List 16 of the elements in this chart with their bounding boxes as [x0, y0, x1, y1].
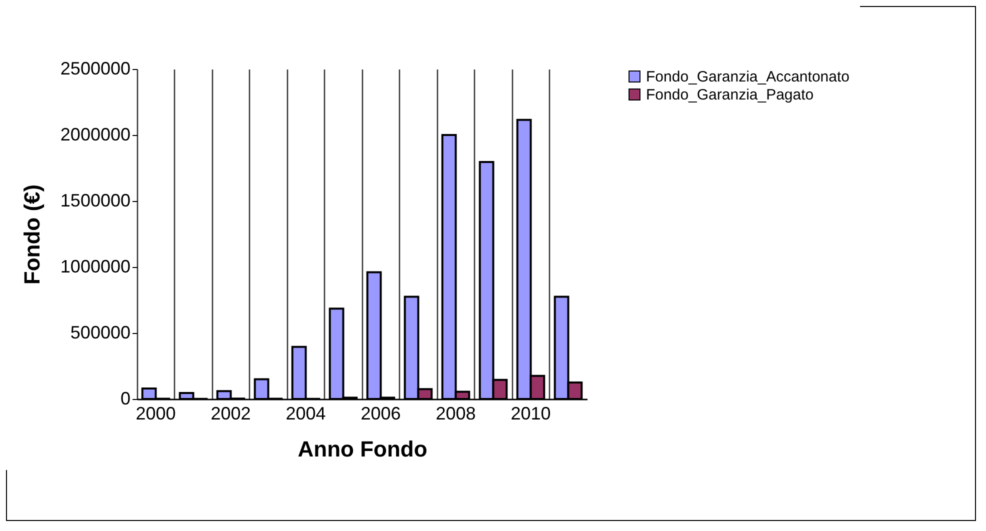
y-tick-label: 1500000	[60, 190, 130, 210]
y-tick-label: 500000	[70, 322, 130, 342]
x-tick-label: 2004	[286, 404, 326, 424]
y-tick-label: 1000000	[60, 256, 130, 276]
x-tick-label: 2006	[360, 404, 401, 424]
y-tick-label: 2000000	[60, 124, 130, 144]
legend-label: Fondo_Garanzia_Accantonato	[646, 68, 850, 86]
legend-label: Fondo_Garanzia_Pagato	[646, 86, 814, 104]
y-axis-title: Fondo (€)	[19, 184, 44, 285]
x-tick-label: 2000	[136, 404, 176, 424]
y-tick-label: 0	[120, 388, 130, 408]
x-tick-label: 2008	[436, 404, 476, 424]
x-axis-title: Anno Fondo	[298, 436, 428, 462]
y-tick-label: 2500000	[60, 58, 130, 78]
x-tick-label: 2010	[510, 404, 551, 424]
x-tick-label: 2002	[210, 404, 251, 424]
